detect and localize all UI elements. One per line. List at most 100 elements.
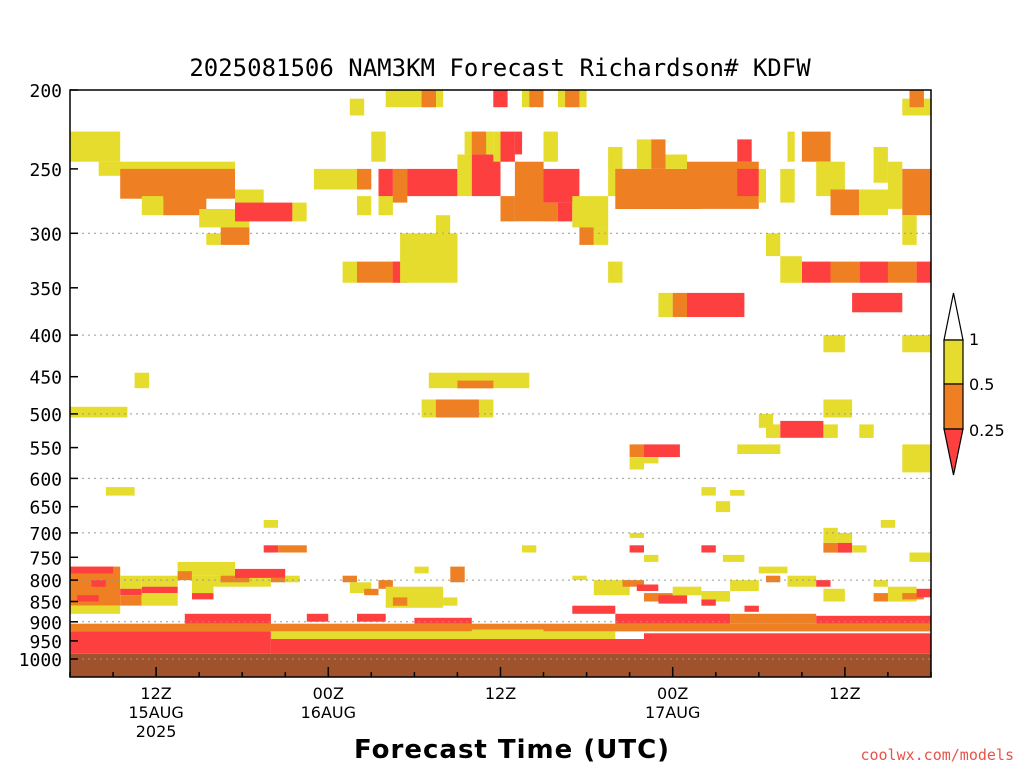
ri-cell-yellow	[859, 424, 874, 438]
ri-cell-yellow	[766, 424, 781, 438]
y-tick-label: 1000	[19, 650, 62, 671]
ri-cell-yellow	[837, 532, 853, 543]
ri-cell-yellow	[823, 588, 845, 602]
colorbar-yellow	[943, 339, 964, 385]
y-tick-label: 400	[29, 326, 62, 347]
x-tick-label: 17AUG	[645, 703, 700, 722]
ri-cell-red	[235, 568, 286, 578]
ri-cell-yellow	[902, 444, 931, 473]
ri-cell-red	[744, 605, 759, 612]
ri-cell-orange	[163, 196, 207, 216]
ri-cell-yellow	[593, 580, 630, 596]
ri-cell-orange	[730, 613, 817, 624]
ri-cell-orange	[450, 566, 465, 583]
ri-cell-yellow	[313, 168, 357, 190]
ri-cell-orange	[220, 227, 250, 245]
ri-cell-yellow	[285, 575, 300, 583]
y-tick-label: 700	[29, 524, 62, 545]
ri-cell-orange	[364, 588, 379, 596]
y-axis: 200 250 300 350 400 450 500 550 600 650 700 7508008…	[19, 81, 78, 671]
ri-cell-yellow	[177, 562, 235, 576]
ri-cell-yellow	[823, 335, 845, 353]
ri-cell-yellow	[292, 202, 307, 222]
ri-cell-orange	[902, 168, 931, 216]
ri-cell-yellow	[141, 196, 164, 216]
y-tick-label: 450	[29, 368, 62, 389]
ri-cell-red	[859, 261, 888, 283]
ri-cell-red	[658, 595, 688, 604]
ri-cell-orange	[801, 131, 831, 162]
ri-cell-red	[852, 292, 903, 313]
ri-cell-yellow	[543, 131, 558, 162]
credit-text: coolwx.com/models	[860, 746, 1014, 764]
ri-cell-yellow	[120, 575, 142, 589]
ri-cell-red	[192, 593, 214, 600]
ri-cell-orange	[565, 90, 580, 108]
ri-cell-red	[801, 261, 831, 283]
ri-cell-red	[306, 613, 329, 622]
x-tick-label: 15AUG	[128, 703, 183, 722]
y-tick-label: 650	[29, 498, 62, 519]
ri-cell-red	[557, 202, 573, 222]
ri-cell-yellow	[665, 154, 687, 169]
ri-cell-orange	[651, 139, 666, 169]
ri-cell-yellow	[70, 406, 128, 418]
ri-cell-orange	[421, 90, 436, 108]
ri-cell-red	[916, 588, 931, 598]
ri-cell-yellow	[766, 233, 781, 257]
colorbar-orange	[943, 383, 964, 430]
ri-cell-yellow	[701, 591, 731, 602]
ri-cell-red	[701, 545, 716, 553]
ri-cell-red	[77, 595, 99, 602]
ri-cell-yellow	[443, 597, 458, 606]
ri-cell-orange	[120, 168, 235, 199]
ri-cell-red	[414, 617, 472, 624]
ri-cell-yellow	[141, 593, 178, 606]
ri-cell-orange	[70, 623, 931, 632]
ri-cell-orange	[378, 580, 393, 589]
ri-cell-orange	[830, 261, 860, 283]
colorbar-bottom-triangle	[943, 428, 964, 476]
ri-cell-orange	[392, 168, 408, 203]
x-tick-label: 12Z	[829, 684, 860, 703]
y-tick-label: 550	[29, 439, 62, 460]
ri-cell-orange	[873, 593, 896, 602]
ri-cell-yellow	[644, 554, 659, 562]
x-tick-label: 12Z	[485, 684, 516, 703]
ri-cell-yellow	[715, 501, 731, 513]
x-tick-label: 2025	[136, 722, 177, 741]
ri-cell-yellow	[270, 631, 616, 639]
ri-cell-yellow	[349, 582, 372, 594]
ri-cell-yellow	[636, 139, 652, 169]
ri-cell-yellow	[134, 372, 149, 389]
ri-cell-orange	[830, 189, 860, 216]
ri-cell-red	[91, 580, 106, 587]
ri-cell-red	[357, 613, 386, 622]
colorbar: 1 0.5 0.25	[943, 292, 1005, 476]
ri-cell-yellow	[378, 196, 393, 216]
ri-cell-orange	[543, 202, 558, 222]
ri-cell-yellow	[780, 256, 802, 283]
ri-cell-orange	[644, 593, 673, 602]
ri-cell-orange	[672, 292, 688, 317]
ri-cell-yellow	[414, 566, 429, 574]
ri-cell-orange	[270, 577, 286, 583]
ri-cell-yellow	[141, 575, 178, 587]
ri-cell-red	[629, 545, 644, 553]
ri-cell-yellow	[629, 457, 644, 470]
x-tick-label: 12Z	[140, 684, 171, 703]
ri-cell-red	[916, 261, 931, 283]
ri-cell-yellow	[522, 545, 537, 553]
y-tick-label: 750	[29, 548, 62, 569]
ri-cell-red	[500, 131, 515, 162]
ri-cell-yellow	[435, 215, 451, 234]
ri-cell-red	[644, 444, 680, 458]
cells-layer	[70, 90, 931, 654]
ri-cell-yellow	[70, 131, 121, 162]
ri-cell-red	[837, 542, 853, 553]
ri-cell-orange	[435, 399, 479, 418]
ri-cell-red	[737, 139, 752, 162]
y-tick-label: 500	[29, 405, 62, 426]
